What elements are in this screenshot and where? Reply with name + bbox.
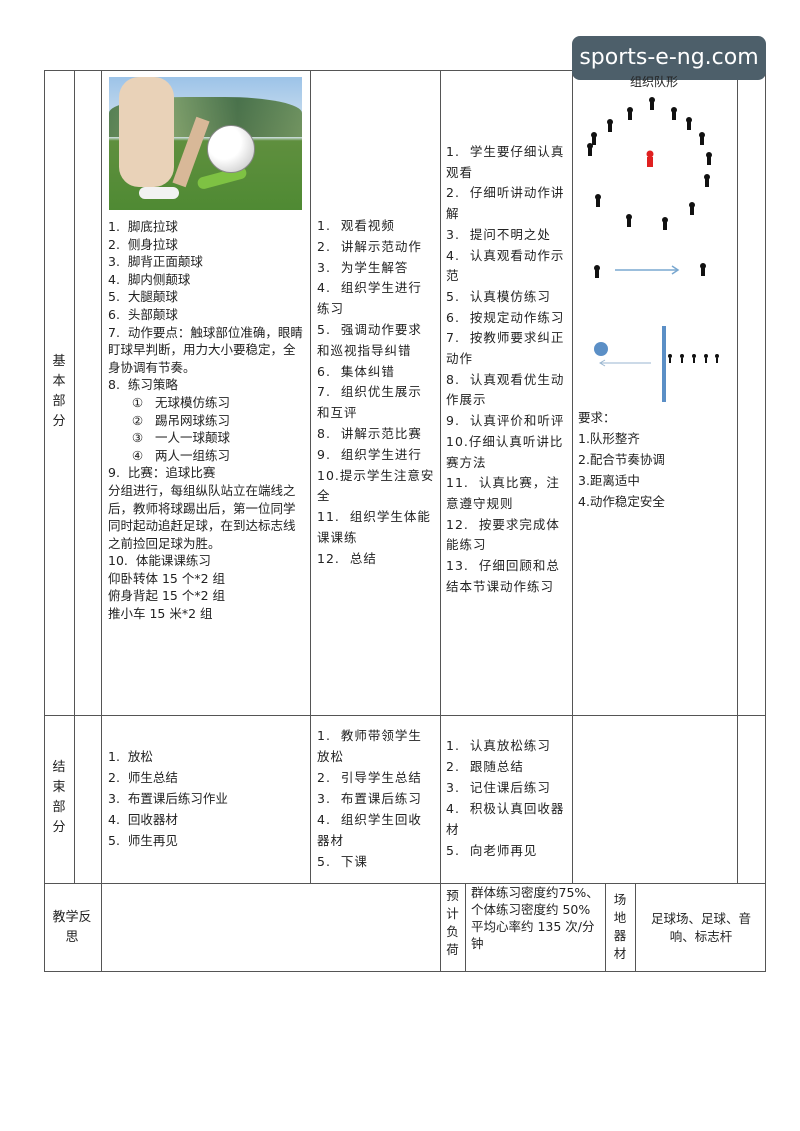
table-border bbox=[44, 883, 766, 884]
basic-student-activities: 1. 学生要仔细认真观看 2. 仔细听讲动作讲解 3. 提问不明之处 4. 认真… bbox=[446, 144, 565, 594]
soccer-photo bbox=[109, 77, 302, 210]
table-border bbox=[101, 70, 102, 972]
ending-teacher-activities: 1. 教师带领学生放松 2. 引导学生总结 3. 布置课后练习 4. 组织学生回… bbox=[317, 728, 422, 869]
load-label: 预计负荷 bbox=[446, 888, 459, 957]
table-border bbox=[635, 883, 636, 972]
basic-teacher-activities: 1. 观看视频 2. 讲解示范动作 3. 为学生解答 4. 组织学生进行练习 5… bbox=[317, 218, 435, 566]
table-border bbox=[310, 70, 311, 883]
table-border bbox=[465, 883, 466, 972]
table-border bbox=[44, 70, 45, 972]
formation-diagram bbox=[587, 97, 719, 402]
arrow-left-icon bbox=[599, 359, 651, 367]
table-border bbox=[74, 70, 75, 883]
reflection-label: 教学反思 bbox=[52, 910, 92, 945]
ball-icon bbox=[594, 342, 608, 356]
formation-title: 组织队形 bbox=[629, 75, 678, 89]
formation-requirements: 要求： 1.队形整齐 2.配合节奏协调 3.距离适中 4.动作稳定安全 bbox=[578, 410, 665, 509]
table-border bbox=[765, 70, 766, 972]
student-icons bbox=[587, 97, 719, 358]
section-label-basic: 基本部分 bbox=[52, 354, 66, 429]
watermark: sports-e-ng.com bbox=[572, 36, 766, 80]
basic-content: 1. 脚底拉球 2. 侧身拉球 3. 脚背正面颠球 4. 脚内侧颠球 5. 大腿… bbox=[108, 219, 303, 622]
table-border bbox=[572, 70, 573, 883]
ending-student-activities: 1. 认真放松练习 2. 跟随总结 3. 记住课后练习 4. 积极认真回收器材 … bbox=[446, 738, 565, 858]
table-border bbox=[44, 971, 766, 972]
marker-line bbox=[662, 326, 666, 402]
load-text: 群体练习密度约75%、个体练习密度约 50% 平均心率约 135 次/分钟 bbox=[471, 885, 599, 951]
ending-content: 1. 放松 2. 师生总结 3. 布置课后练习作业 4. 回收器材 5. 师生再… bbox=[108, 749, 228, 848]
table-border bbox=[44, 70, 766, 71]
soccer-ball-icon bbox=[207, 125, 255, 173]
table-border bbox=[605, 883, 606, 972]
venue-text: 足球场、足球、音响、标志杆 bbox=[650, 911, 751, 944]
teacher-icon bbox=[646, 150, 654, 167]
table-border bbox=[440, 70, 441, 972]
section-label-ending: 结束部分 bbox=[52, 760, 66, 835]
arrow-right-icon bbox=[615, 265, 680, 275]
venue-label: 场地器材 bbox=[613, 892, 627, 961]
table-border bbox=[737, 70, 738, 883]
table-border bbox=[44, 715, 766, 716]
